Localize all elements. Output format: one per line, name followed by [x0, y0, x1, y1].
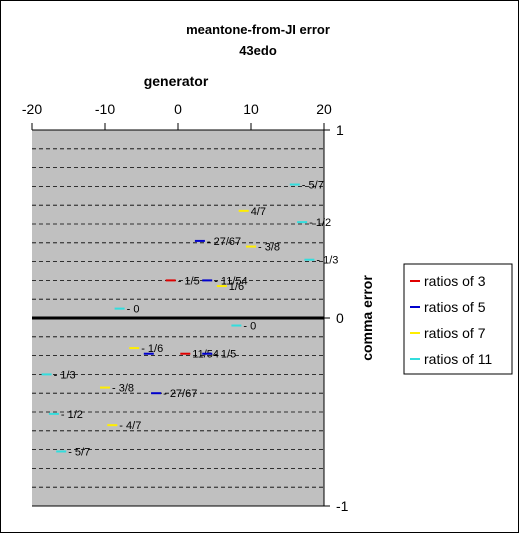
x-tick-label: 0	[174, 101, 182, 117]
x-axis: -20 -10 0 10 20	[22, 101, 332, 130]
data-label: - 5/7	[68, 446, 90, 458]
legend-label: ratios of 5	[424, 299, 486, 315]
data-label: - 1/6	[141, 343, 163, 355]
y-tick-label: -1	[336, 498, 349, 514]
chart-title: meantone-from-JI error	[186, 22, 330, 37]
y-tick-label: 0	[336, 310, 344, 326]
chart-subtitle: 43edo	[239, 43, 277, 58]
x-tick-label: -10	[95, 101, 115, 117]
x-axis-title: generator	[144, 73, 209, 89]
series-marks: - 1/511/54- 27/67- 11/54- 1/5- 27/674/7-…	[41, 180, 338, 458]
legend-box	[403, 263, 513, 375]
data-label: - 5/7	[302, 180, 324, 192]
data-label: - 1/3	[316, 255, 338, 267]
legend-label: ratios of 3	[424, 273, 486, 289]
data-label: - 27/67	[207, 236, 241, 248]
data-label: - 1/5	[214, 349, 236, 361]
y-axis-title: comma error	[359, 275, 375, 361]
data-label: - 3/8	[258, 242, 280, 254]
data-label: - 4/7	[119, 420, 141, 432]
data-label: - 0	[127, 304, 140, 316]
x-tick-label: -20	[22, 101, 42, 117]
data-label: 4/7	[251, 206, 266, 218]
legend: ratios of 3 ratios of 5 ratios of 7 ratios …	[403, 263, 513, 375]
data-label: - 1/2	[309, 217, 331, 229]
data-label: - 1/5	[178, 275, 200, 287]
data-label: - 27/67	[163, 388, 197, 400]
data-label: - 1/2	[61, 409, 83, 421]
x-tick-label: 20	[316, 101, 332, 117]
data-label: - 3/8	[112, 383, 134, 395]
data-label: - 0	[243, 321, 256, 333]
legend-label: ratios of 7	[424, 325, 486, 341]
legend-label: ratios of 11	[424, 351, 492, 367]
x-tick-label: 10	[243, 101, 259, 117]
data-label: - 11/54	[214, 275, 247, 287]
data-label: - 1/3	[54, 369, 76, 381]
y-axis: 1 0 -1	[324, 122, 349, 514]
y-tick-label: 1	[336, 122, 344, 138]
data-label: 1/6	[229, 281, 244, 293]
